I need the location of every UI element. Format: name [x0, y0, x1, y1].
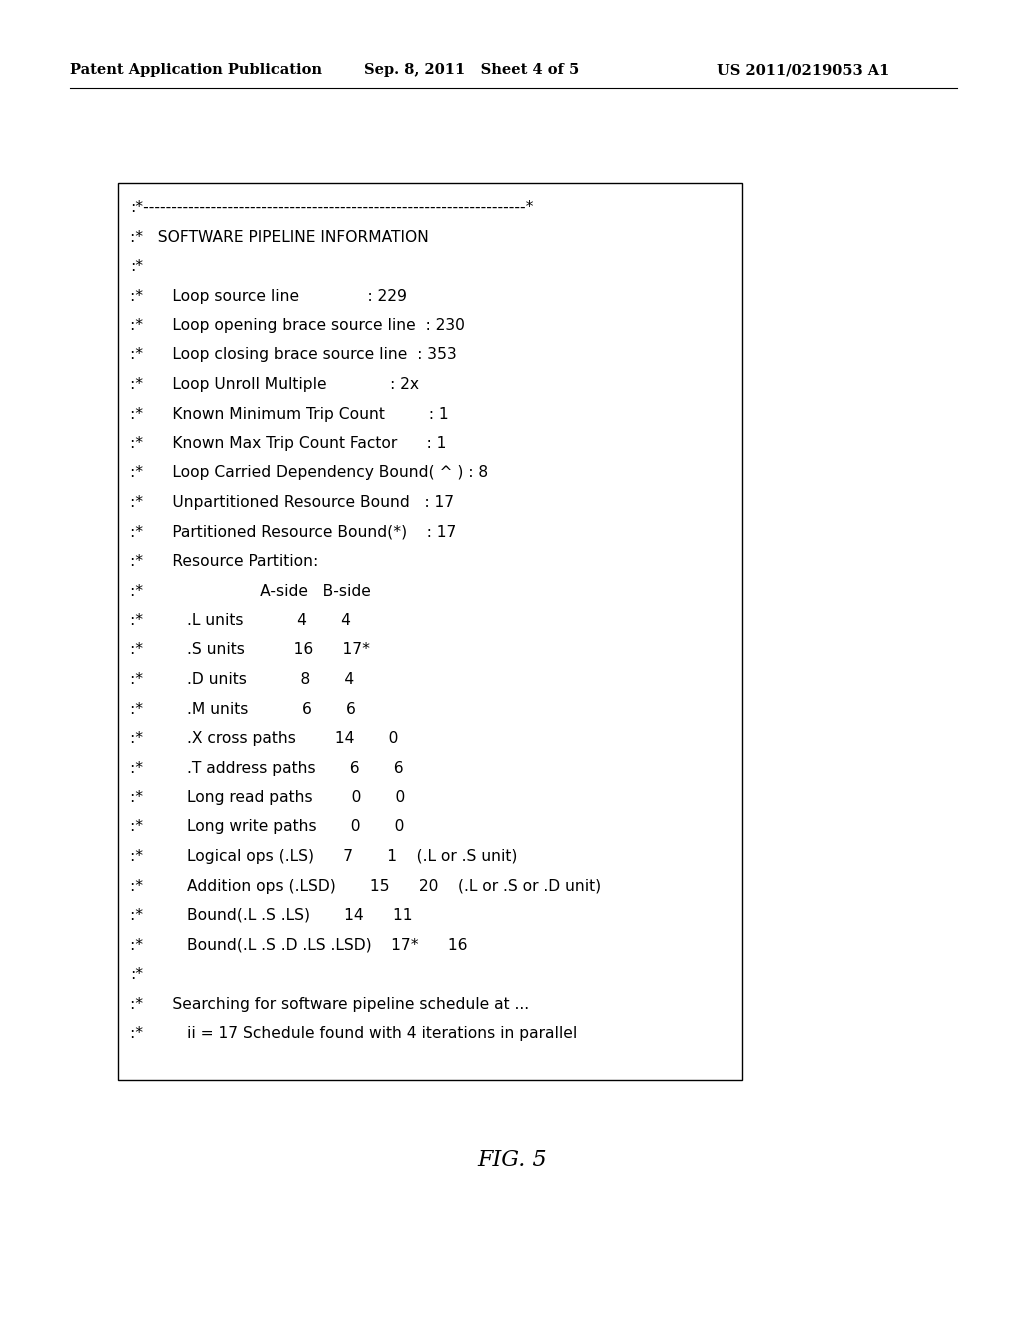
- Text: US 2011/0219053 A1: US 2011/0219053 A1: [717, 63, 889, 77]
- Text: :*   SOFTWARE PIPELINE INFORMATION: :* SOFTWARE PIPELINE INFORMATION: [130, 230, 429, 244]
- Text: :*--------------------------------------------------------------------*: :*--------------------------------------…: [130, 201, 534, 215]
- Text: :*      Unpartitioned Resource Bound   : 17: :* Unpartitioned Resource Bound : 17: [130, 495, 454, 510]
- Text: :*         Long read paths        0       0: :* Long read paths 0 0: [130, 789, 406, 805]
- Text: :*      Resource Partition:: :* Resource Partition:: [130, 554, 318, 569]
- Text: :*      Loop opening brace source line  : 230: :* Loop opening brace source line : 230: [130, 318, 465, 333]
- Text: :*         .L units           4       4: :* .L units 4 4: [130, 612, 351, 628]
- Text: :*      Known Minimum Trip Count         : 1: :* Known Minimum Trip Count : 1: [130, 407, 449, 421]
- Text: :*         .S units          16      17*: :* .S units 16 17*: [130, 643, 370, 657]
- Text: :*         Bound(.L .S .D .LS .LSD)    17*      16: :* Bound(.L .S .D .LS .LSD) 17* 16: [130, 937, 468, 953]
- Text: FIG. 5: FIG. 5: [477, 1148, 547, 1171]
- Bar: [118, 183, 742, 1080]
- Text: :*         .D units           8       4: :* .D units 8 4: [130, 672, 354, 686]
- Text: :*      Known Max Trip Count Factor      : 1: :* Known Max Trip Count Factor : 1: [130, 436, 446, 451]
- Text: :*: :*: [130, 259, 143, 275]
- Text: Patent Application Publication: Patent Application Publication: [70, 63, 322, 77]
- Text: :*      Loop Carried Dependency Bound( ^ ) : 8: :* Loop Carried Dependency Bound( ^ ) : …: [130, 466, 488, 480]
- Text: :*      Searching for software pipeline schedule at ...: :* Searching for software pipeline sched…: [130, 997, 529, 1011]
- Text: :*         .T address paths       6       6: :* .T address paths 6 6: [130, 760, 403, 776]
- Text: :*      Partitioned Resource Bound(*)    : 17: :* Partitioned Resource Bound(*) : 17: [130, 524, 457, 540]
- Text: :*         .X cross paths        14       0: :* .X cross paths 14 0: [130, 731, 398, 746]
- Text: :*                        A-side   B-side: :* A-side B-side: [130, 583, 371, 598]
- Text: :*         Bound(.L .S .LS)       14      11: :* Bound(.L .S .LS) 14 11: [130, 908, 413, 923]
- Text: :*      Loop source line              : 229: :* Loop source line : 229: [130, 289, 407, 304]
- Text: :*         Logical ops (.LS)      7       1    (.L or .S unit): :* Logical ops (.LS) 7 1 (.L or .S unit): [130, 849, 517, 865]
- Text: :*         ii = 17 Schedule found with 4 iterations in parallel: :* ii = 17 Schedule found with 4 iterati…: [130, 1026, 578, 1041]
- Text: :*         Addition ops (.LSD)       15      20    (.L or .S or .D unit): :* Addition ops (.LSD) 15 20 (.L or .S o…: [130, 879, 601, 894]
- Text: :*: :*: [130, 968, 143, 982]
- Text: :*      Loop Unroll Multiple             : 2x: :* Loop Unroll Multiple : 2x: [130, 378, 419, 392]
- Text: Sep. 8, 2011   Sheet 4 of 5: Sep. 8, 2011 Sheet 4 of 5: [364, 63, 579, 77]
- Text: :*      Loop closing brace source line  : 353: :* Loop closing brace source line : 353: [130, 347, 457, 363]
- Text: :*         Long write paths       0       0: :* Long write paths 0 0: [130, 820, 404, 834]
- Text: :*         .M units           6       6: :* .M units 6 6: [130, 701, 356, 717]
